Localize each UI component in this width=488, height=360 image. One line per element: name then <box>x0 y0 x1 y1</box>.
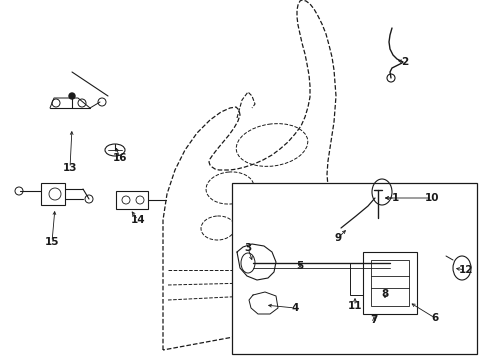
Bar <box>231 183 476 354</box>
Circle shape <box>69 93 75 99</box>
Text: 2: 2 <box>401 57 408 67</box>
Text: 1: 1 <box>390 193 398 203</box>
Bar <box>370 260 408 306</box>
Text: 9: 9 <box>334 233 341 243</box>
Text: 15: 15 <box>45 237 59 247</box>
Text: 14: 14 <box>130 215 145 225</box>
Text: 3: 3 <box>244 243 251 253</box>
Text: 6: 6 <box>430 313 438 323</box>
Text: 10: 10 <box>424 193 438 203</box>
Text: 4: 4 <box>291 303 298 313</box>
Text: 11: 11 <box>347 301 362 311</box>
Bar <box>116 191 148 209</box>
Bar <box>362 252 416 314</box>
Text: 5: 5 <box>296 261 303 271</box>
Text: 16: 16 <box>113 153 127 163</box>
Bar <box>349 263 362 295</box>
Text: 7: 7 <box>369 315 377 325</box>
Text: 8: 8 <box>381 289 388 299</box>
Bar <box>41 183 65 205</box>
Text: 12: 12 <box>458 265 472 275</box>
Text: 13: 13 <box>62 163 77 173</box>
Polygon shape <box>248 292 278 314</box>
